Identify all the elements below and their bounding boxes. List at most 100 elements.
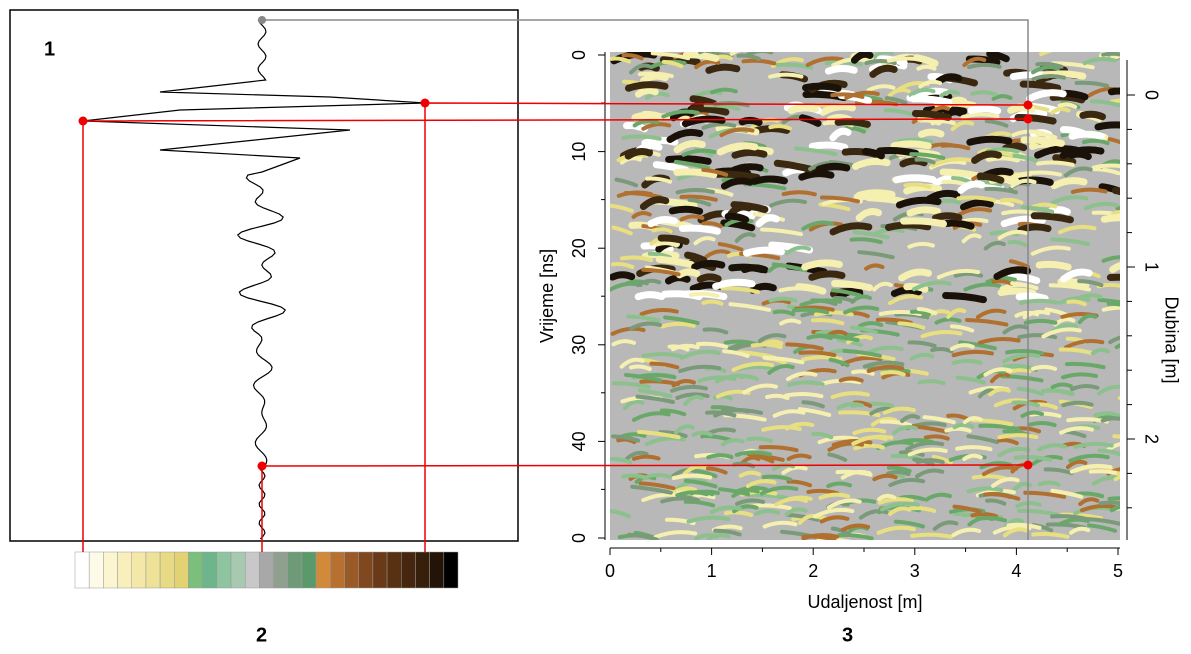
reflection bbox=[653, 238, 681, 248]
reflection bbox=[660, 321, 696, 329]
reflection bbox=[827, 452, 848, 462]
reflection bbox=[720, 177, 754, 190]
reflection bbox=[1044, 307, 1069, 317]
reflection bbox=[838, 410, 881, 418]
reflection bbox=[1073, 441, 1114, 449]
reflection bbox=[1031, 65, 1061, 75]
reflection bbox=[1100, 416, 1120, 423]
swatch bbox=[287, 551, 303, 589]
reflection bbox=[679, 194, 718, 202]
reflection bbox=[746, 436, 774, 443]
reflection bbox=[673, 168, 718, 179]
reflection bbox=[939, 168, 984, 180]
reflection bbox=[775, 62, 814, 70]
reflection bbox=[910, 532, 954, 539]
reflection bbox=[629, 321, 662, 331]
reflection bbox=[658, 430, 688, 439]
reflection bbox=[953, 271, 984, 278]
reflection bbox=[1109, 98, 1120, 104]
reflection bbox=[950, 120, 975, 132]
reflection bbox=[912, 457, 935, 467]
reflection bbox=[912, 280, 952, 292]
reflection bbox=[738, 470, 762, 478]
reflection bbox=[943, 219, 975, 230]
reflection bbox=[840, 523, 871, 532]
reflection bbox=[1011, 400, 1040, 408]
reflection bbox=[614, 177, 639, 188]
reflection bbox=[750, 342, 783, 350]
reflection bbox=[701, 167, 729, 177]
reflection bbox=[735, 498, 766, 506]
reflection bbox=[1002, 527, 1029, 538]
reflection bbox=[624, 148, 653, 160]
reflection bbox=[769, 198, 808, 208]
reflection bbox=[989, 372, 1011, 384]
reflection bbox=[683, 394, 704, 407]
reflection bbox=[991, 94, 1013, 101]
depth-axis-label: Dubina [m] bbox=[1161, 296, 1181, 383]
reflection bbox=[951, 358, 983, 366]
reflection bbox=[857, 250, 895, 260]
swatch bbox=[443, 551, 459, 589]
reflection bbox=[913, 54, 939, 67]
reflection bbox=[698, 52, 718, 55]
swatch bbox=[74, 551, 90, 589]
reflection bbox=[705, 63, 741, 74]
reflection bbox=[892, 174, 937, 184]
reflection bbox=[965, 318, 1009, 327]
reflection bbox=[1057, 224, 1097, 235]
trace bbox=[82, 19, 426, 540]
reflection bbox=[826, 498, 862, 510]
reflection bbox=[1036, 443, 1067, 452]
reflection bbox=[641, 352, 683, 359]
reflection bbox=[885, 221, 932, 231]
reflection bbox=[801, 533, 840, 540]
reflection bbox=[975, 308, 1007, 320]
reflection bbox=[1048, 283, 1092, 292]
reflection bbox=[720, 286, 761, 294]
reflection bbox=[785, 342, 824, 351]
depth-tick-label: 2 bbox=[1141, 434, 1161, 444]
reflection bbox=[701, 122, 737, 130]
reflection bbox=[1000, 215, 1046, 228]
reflection bbox=[610, 326, 646, 336]
reflection bbox=[830, 391, 870, 400]
markers bbox=[78, 98, 1033, 471]
reflection bbox=[813, 507, 855, 519]
reflection bbox=[1078, 497, 1100, 507]
reflection bbox=[960, 112, 1000, 120]
reflection bbox=[619, 255, 654, 263]
reflection bbox=[818, 492, 850, 500]
reflection bbox=[732, 504, 759, 514]
swatch bbox=[358, 551, 374, 589]
reflection bbox=[981, 465, 1019, 477]
reflection bbox=[849, 325, 878, 335]
x-tick-label: 5 bbox=[1113, 561, 1123, 581]
reflection bbox=[689, 105, 730, 116]
reflection bbox=[694, 59, 721, 70]
reflection bbox=[893, 519, 926, 529]
reflection bbox=[637, 388, 673, 399]
reflection bbox=[686, 515, 731, 524]
reflection bbox=[679, 214, 705, 222]
reflection bbox=[778, 286, 816, 293]
reflection bbox=[1069, 463, 1113, 474]
swatch bbox=[273, 551, 289, 589]
reflection bbox=[745, 479, 777, 489]
reflection bbox=[1006, 522, 1042, 530]
colorbar bbox=[74, 551, 459, 589]
reflection bbox=[1010, 281, 1039, 291]
reflection bbox=[1020, 410, 1045, 419]
reflection bbox=[610, 56, 632, 64]
reflection bbox=[774, 495, 813, 507]
reflection bbox=[1014, 113, 1057, 125]
reflection bbox=[742, 246, 785, 257]
reflection bbox=[729, 52, 755, 56]
reflection bbox=[909, 95, 953, 106]
reflection bbox=[888, 506, 912, 516]
reflection bbox=[837, 533, 874, 540]
reflection bbox=[731, 148, 768, 159]
reflection bbox=[830, 288, 862, 298]
swatch bbox=[131, 551, 147, 589]
reflection bbox=[801, 259, 843, 271]
